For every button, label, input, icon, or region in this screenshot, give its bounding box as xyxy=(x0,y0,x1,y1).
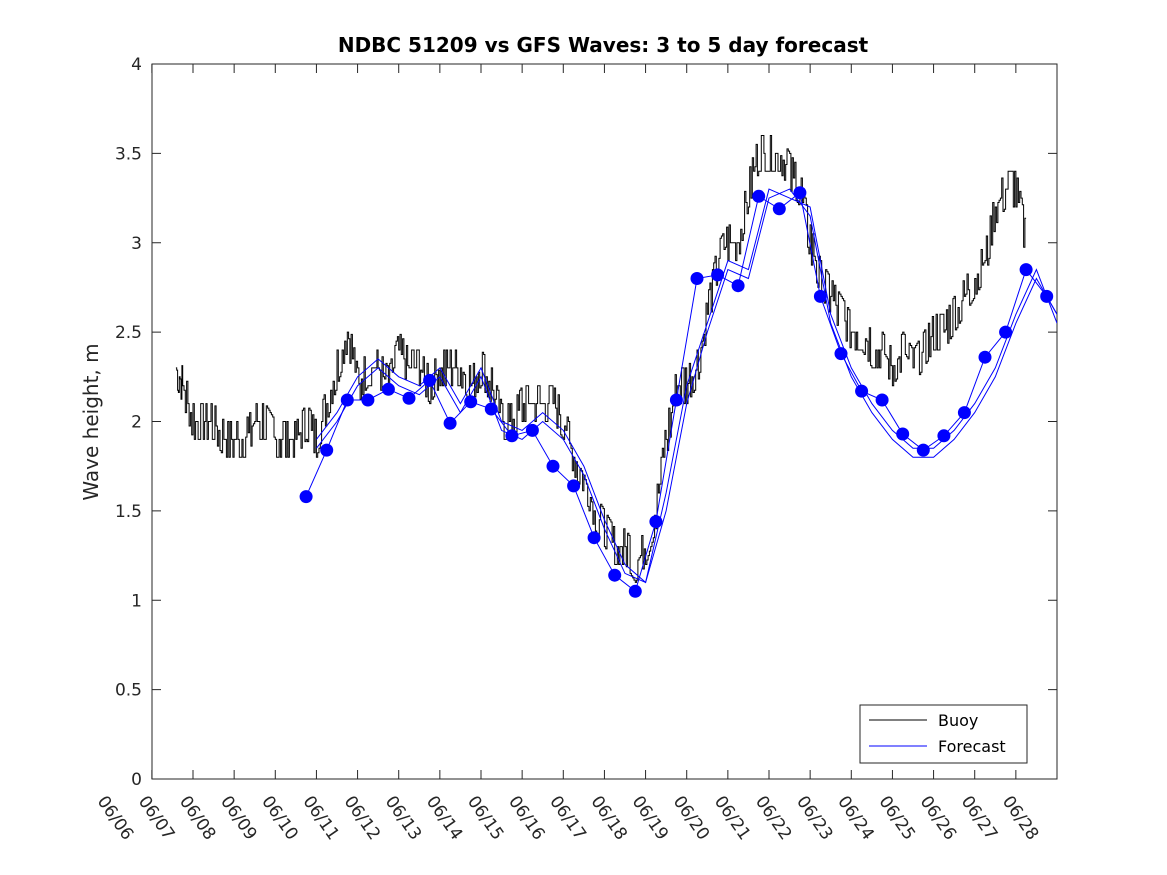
forecast-point xyxy=(320,443,334,457)
y-tick-label: 3 xyxy=(131,234,142,254)
forecast-point xyxy=(381,382,395,396)
forecast-point xyxy=(896,427,910,441)
forecast-point xyxy=(464,395,478,409)
forecast-point xyxy=(690,272,704,285)
forecast-point xyxy=(567,479,581,493)
forecast-point xyxy=(793,186,807,200)
forecast-point xyxy=(916,443,930,457)
forecast-point xyxy=(1040,289,1054,303)
y-tick-label: 0.5 xyxy=(115,681,142,701)
forecast-point xyxy=(834,347,848,361)
forecast-point xyxy=(402,391,416,405)
forecast-point xyxy=(772,202,786,216)
forecast-line xyxy=(316,188,1057,584)
y-tick-label: 1.5 xyxy=(115,502,142,522)
forecast-line xyxy=(316,188,1057,584)
y-tick-label: 1 xyxy=(131,591,142,611)
forecast-point xyxy=(999,325,1013,339)
forecast-point xyxy=(423,373,437,387)
y-tick-label: 2.5 xyxy=(115,323,142,343)
y-tick-label: 0 xyxy=(131,770,142,790)
forecast-point xyxy=(1019,263,1033,277)
series-group xyxy=(175,135,1057,598)
forecast-point xyxy=(669,393,683,407)
forecast-point xyxy=(855,384,869,398)
forecast-point xyxy=(505,429,519,443)
forecast-point xyxy=(649,515,663,529)
y-tick-label: 2 xyxy=(131,413,142,433)
forecast-point xyxy=(978,350,992,364)
legend-label-buoy: Buoy xyxy=(938,711,978,730)
forecast-point xyxy=(813,289,827,303)
forecast-point xyxy=(525,423,539,437)
forecast-point xyxy=(628,584,642,598)
forecast-point xyxy=(752,189,766,203)
forecast-point xyxy=(443,416,457,430)
y-axis-label: Wave height, m xyxy=(79,343,103,500)
forecast-point xyxy=(731,279,745,293)
forecast-point xyxy=(937,429,951,443)
forecast-point xyxy=(587,531,601,545)
forecast-point xyxy=(957,406,971,420)
buoy-line xyxy=(175,135,1027,583)
forecast-point xyxy=(340,393,354,407)
legend-label-forecast: Forecast xyxy=(938,737,1006,756)
forecast-point xyxy=(546,459,560,473)
forecast-point xyxy=(484,402,498,416)
chart-title: NDBC 51209 vs GFS Waves: 3 to 5 day fore… xyxy=(338,33,869,57)
forecast-point xyxy=(608,568,622,582)
forecast-point xyxy=(361,393,375,407)
forecast-point xyxy=(875,393,889,407)
legend: Buoy Forecast xyxy=(859,704,1028,764)
legend-box xyxy=(859,704,1028,764)
forecast-point xyxy=(299,490,313,504)
y-tick-label: 4 xyxy=(131,55,142,75)
forecast-point xyxy=(711,268,725,282)
y-tick-label: 3.5 xyxy=(115,144,142,164)
